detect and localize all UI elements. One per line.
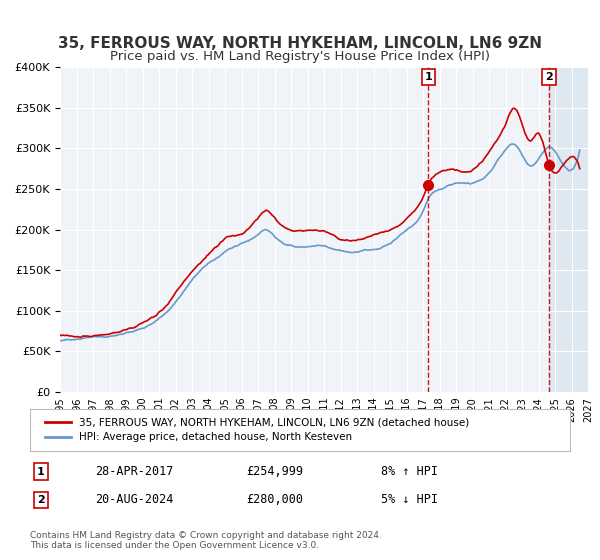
Text: 8% ↑ HPI: 8% ↑ HPI (381, 465, 438, 478)
Text: 5% ↓ HPI: 5% ↓ HPI (381, 493, 438, 506)
Text: 1: 1 (424, 72, 432, 82)
Text: 1: 1 (37, 466, 44, 477)
Legend: 35, FERROUS WAY, NORTH HYKEHAM, LINCOLN, LN6 9ZN (detached house), HPI: Average : 35, FERROUS WAY, NORTH HYKEHAM, LINCOLN,… (41, 413, 473, 446)
Text: 2: 2 (37, 495, 44, 505)
Text: Contains HM Land Registry data © Crown copyright and database right 2024.
This d: Contains HM Land Registry data © Crown c… (30, 531, 382, 550)
Text: 20-AUG-2024: 20-AUG-2024 (95, 493, 173, 506)
Text: 2: 2 (545, 72, 553, 82)
Bar (549, 67, 588, 392)
Text: 28-APR-2017: 28-APR-2017 (95, 465, 173, 478)
Text: Price paid vs. HM Land Registry's House Price Index (HPI): Price paid vs. HM Land Registry's House … (110, 50, 490, 63)
Text: £254,999: £254,999 (246, 465, 303, 478)
Text: £280,000: £280,000 (246, 493, 303, 506)
Text: 35, FERROUS WAY, NORTH HYKEHAM, LINCOLN, LN6 9ZN: 35, FERROUS WAY, NORTH HYKEHAM, LINCOLN,… (58, 36, 542, 52)
